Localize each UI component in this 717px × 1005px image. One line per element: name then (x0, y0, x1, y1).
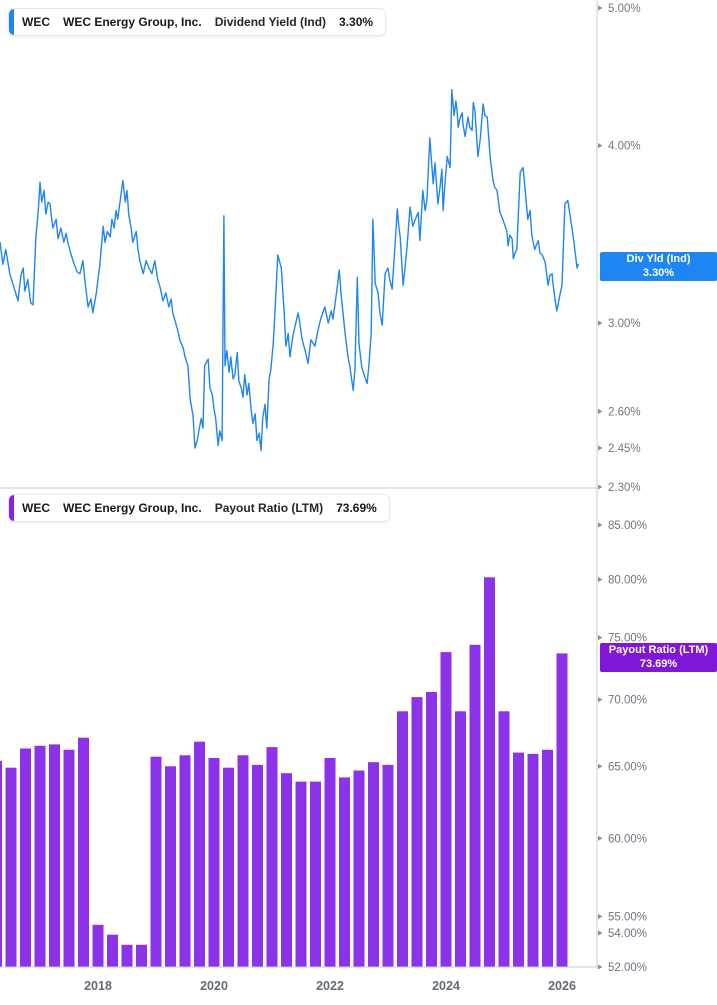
payout-ratio-bar (527, 753, 539, 967)
payout-ratio-bar (484, 577, 495, 967)
payout-ratio-bar (426, 692, 437, 967)
x-tick-label: 2024 (432, 979, 460, 993)
payout-ratio-bar (20, 748, 31, 967)
payout-ratio-bar (5, 767, 17, 967)
y-tick-marker (598, 143, 603, 149)
badge-label: Div Yld (Ind) (626, 253, 691, 265)
y-tick-label: 4.00% (608, 141, 641, 153)
x-tick-label: 2026 (548, 979, 576, 993)
payout-ratio-bar (136, 944, 147, 967)
payout-ratio-bar (498, 711, 510, 967)
y-tick-marker (598, 408, 603, 414)
y-tick-label: 60.00% (608, 833, 647, 845)
dividend-yield-line (0, 88, 579, 452)
payout-ratio-bar (179, 755, 191, 967)
y-tick-marker (598, 697, 603, 703)
y-tick-marker (598, 763, 603, 769)
legend-ticker: WEC (22, 501, 50, 515)
badge-value: 3.30% (642, 266, 675, 279)
y-tick-label: 85.00% (608, 520, 647, 532)
payout-ratio-bar (150, 756, 162, 967)
x-tick-label: 2020 (200, 979, 228, 993)
payout-ratio-bar (107, 934, 118, 967)
payout-ratio-bar (0, 760, 2, 967)
legend-ticker: WEC (22, 15, 50, 29)
y-tick-label: 2.30% (608, 482, 641, 494)
y-tick-marker (598, 914, 603, 919)
legend-metric: Dividend Yield (Ind) (214, 15, 327, 29)
div-yld-axis-badge: Div Yld (Ind) 3.30% (600, 252, 717, 281)
y-tick-label: 3.00% (608, 318, 641, 330)
y-tick-label: 52.00% (608, 962, 647, 974)
payout-ratio-bar (295, 781, 307, 967)
legend-payout-ratio[interactable]: WEC WEC Energy Group, Inc. Payout Ratio … (8, 494, 390, 522)
payout-ratio-bar (237, 755, 249, 967)
y-tick-marker (598, 635, 603, 641)
payout-ratio-bar (397, 711, 408, 967)
legend-metric: Payout Ratio (LTM) (214, 501, 324, 515)
x-tick-label: 2022 (316, 979, 344, 993)
y-tick-label: 55.00% (608, 912, 647, 924)
payout-ratio-bar (455, 711, 466, 967)
legend-value: 73.69% (336, 501, 377, 515)
payout-ratio-bar (194, 741, 205, 967)
payout-ratio-bar (78, 737, 89, 967)
payout-ratio-bar (121, 944, 133, 967)
y-tick-marker (598, 522, 603, 528)
y-tick-marker (598, 964, 603, 970)
y-tick-marker (598, 577, 603, 582)
y-tick-marker (598, 484, 603, 490)
payout-ratio-bar (339, 777, 350, 967)
payout-ratio-bar (513, 752, 524, 967)
x-tick-label: 2018 (84, 979, 112, 993)
y-tick-marker (598, 835, 603, 841)
y-tick-marker (598, 5, 603, 11)
payout-ratio-bar (63, 749, 75, 967)
payout-ratio-bar (368, 762, 379, 967)
y-tick-label: 70.00% (608, 695, 647, 707)
legend-company: WEC Energy Group, Inc. (63, 501, 202, 515)
series-color-bar-purple (9, 495, 14, 521)
payout-ratio-bar (266, 747, 278, 967)
payout-ratio-bar (469, 644, 481, 967)
payout-ratio-bar (382, 764, 394, 967)
legend-company: WEC Energy Group, Inc. (63, 15, 202, 29)
y-tick-marker (598, 930, 603, 936)
payout-ratio-bar (165, 766, 176, 967)
badge-label: Payout Ratio (LTM) (608, 644, 709, 656)
payout-ratio-bar (208, 758, 220, 967)
payout-ratio-bar (556, 653, 568, 967)
legend-value: 3.30% (339, 15, 374, 29)
y-tick-label: 54.00% (608, 928, 647, 940)
payout-ratio-bar (92, 924, 104, 967)
badge-value: 73.69% (639, 657, 678, 670)
y-tick-label: 2.45% (608, 443, 641, 455)
y-tick-marker (598, 320, 603, 326)
payout-ratio-bar (542, 749, 553, 967)
payout-ratio-bar (252, 764, 263, 967)
y-tick-marker (598, 445, 603, 451)
payout-ratio-bar (281, 773, 292, 967)
payout-ratio-axis-badge: Payout Ratio (LTM) 73.69% (600, 643, 717, 672)
payout-ratio-bar (223, 767, 234, 967)
payout-ratio-bar (34, 745, 46, 967)
payout-ratio-bar (440, 652, 452, 967)
series-color-bar-blue (9, 9, 14, 35)
payout-ratio-bar (324, 758, 336, 967)
y-tick-label: 2.60% (608, 406, 641, 418)
y-tick-label: 5.00% (608, 3, 641, 15)
payout-ratio-bar (310, 781, 321, 967)
payout-ratio-bar (411, 697, 423, 967)
y-tick-label: 80.00% (608, 575, 647, 587)
y-tick-label: 75.00% (608, 633, 647, 645)
legend-dividend-yield[interactable]: WEC WEC Energy Group, Inc. Dividend Yiel… (8, 8, 387, 36)
y-tick-label: 65.00% (608, 761, 647, 773)
payout-ratio-bar (49, 744, 60, 967)
payout-ratio-bar (353, 770, 365, 967)
